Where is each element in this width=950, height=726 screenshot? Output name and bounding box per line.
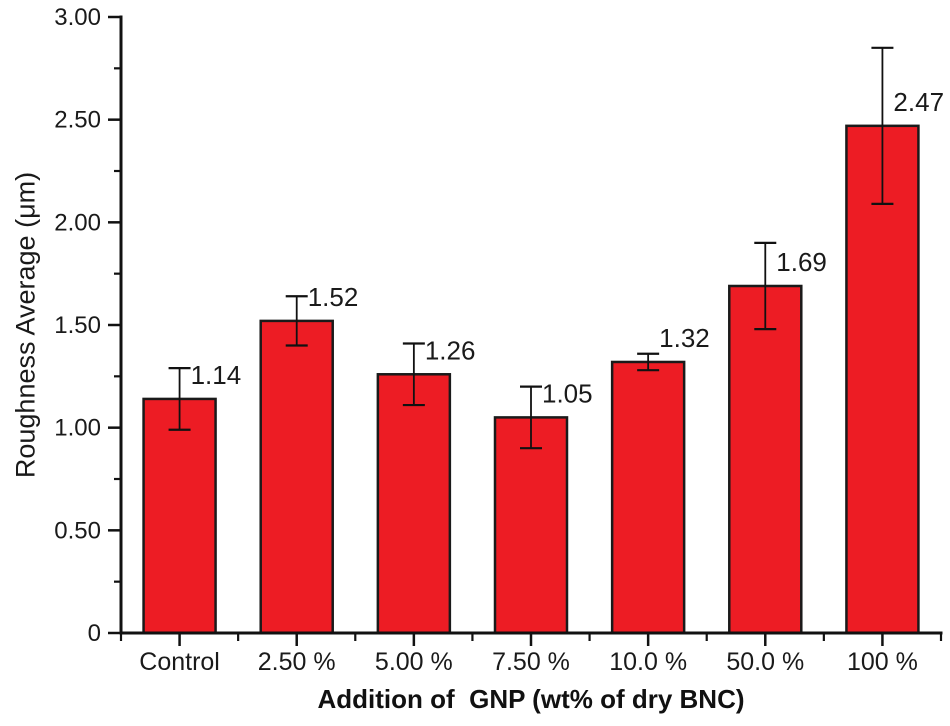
bar-value-label: 1.32 <box>659 323 710 353</box>
bar-5 <box>728 284 803 635</box>
y-tick-label: 3.00 <box>54 4 101 31</box>
bar-value-label: 1.05 <box>542 378 593 408</box>
bar-0 <box>142 397 217 635</box>
x-tick-label: 10.0 % <box>609 648 687 676</box>
bar-1 <box>259 319 334 635</box>
x-tick-label: 50.0 % <box>726 648 804 676</box>
x-tick-label: 7.50 % <box>492 648 570 676</box>
y-tick-label: 2.00 <box>54 209 101 236</box>
bar-3 <box>493 416 569 635</box>
bar-2 <box>376 373 452 635</box>
x-tick-label: 2.50 % <box>258 648 336 676</box>
x-tick-label: 5.00 % <box>375 648 453 676</box>
x-axis-title: Addition of GNP (wt% of dry BNC) <box>317 684 745 714</box>
y-tick-label: 0 <box>88 620 101 647</box>
y-tick-label: 1.50 <box>54 312 101 339</box>
bar-value-label: 1.69 <box>776 247 827 277</box>
bar-4 <box>610 360 686 635</box>
y-axis-title: Roughness Average (μm) <box>10 171 41 479</box>
y-tick-label: 0.50 <box>54 517 101 544</box>
bar-6 <box>845 124 920 635</box>
bar-value-label: 1.14 <box>191 360 242 390</box>
x-tick-label: 100 % <box>847 648 918 676</box>
x-tick-label: Control <box>139 648 220 676</box>
bar-value-label: 2.47 <box>893 87 944 117</box>
bar-value-label: 1.52 <box>308 282 359 312</box>
bar-value-label: 1.26 <box>425 335 476 365</box>
y-tick-label: 2.50 <box>54 107 101 134</box>
y-tick-label: 1.00 <box>54 415 101 442</box>
